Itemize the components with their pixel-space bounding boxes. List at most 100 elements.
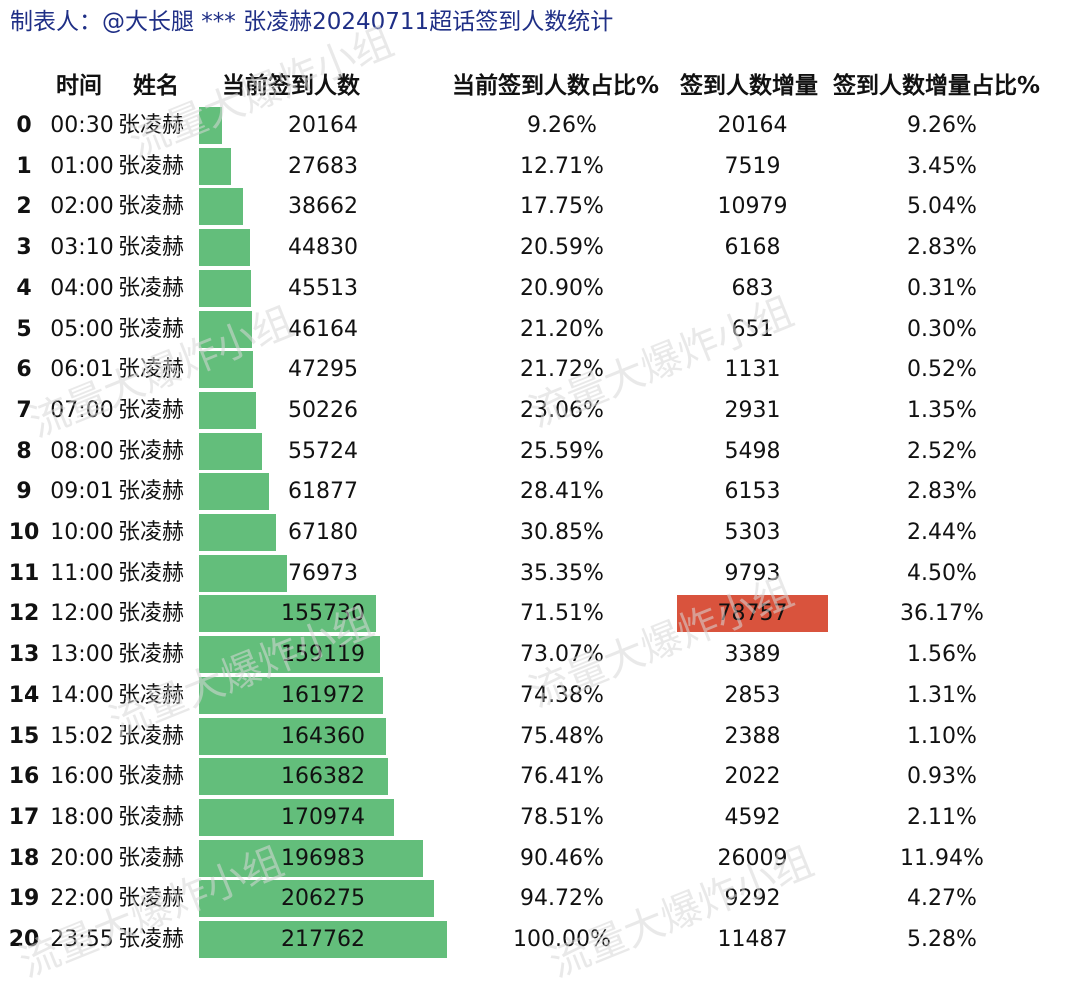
row-increment: 7519 (724, 153, 781, 179)
table-row: 18 20:00 张凌赫 196983 90.46% 26009 11.94% (0, 839, 1080, 879)
row-time: 16:00 (50, 764, 114, 790)
row-time: 15:02 (50, 723, 114, 749)
row-increment: 10979 (717, 194, 788, 220)
row-increment-pct: 0.93% (907, 764, 977, 790)
data-bar (199, 921, 447, 958)
row-index: 18 (8, 845, 40, 871)
row-increment-pct: 36.17% (900, 601, 984, 627)
row-time: 00:30 (50, 113, 114, 138)
table-row: 15 15:02 张凌赫 164360 75.48% 2388 1.10% (0, 717, 1080, 757)
row-index: 14 (8, 682, 40, 708)
row-current-pct: 21.72% (520, 357, 604, 383)
table-row: 13 13:00 张凌赫 159119 73.07% 3389 1.56% (0, 635, 1080, 675)
row-increment: 683 (731, 275, 774, 301)
table-row: 5 05:00 张凌赫 46164 21.20% 651 0.30% (0, 310, 1080, 350)
row-index: 15 (8, 723, 40, 749)
row-current-count: 50226 (288, 397, 358, 423)
row-increment: 78757 (717, 601, 788, 627)
row-current-count: 55724 (288, 438, 358, 464)
table-row: 8 08:00 张凌赫 55724 25.59% 5498 2.52% (0, 432, 1080, 472)
row-name: 张凌赫 (118, 764, 185, 790)
row-name: 张凌赫 (118, 397, 185, 423)
row-current-pct: 17.75% (520, 194, 604, 220)
row-current-pct: 21.20% (520, 316, 604, 342)
table-row: 2 02:00 张凌赫 38662 17.75% 10979 5.04% (0, 187, 1080, 227)
row-index: 7 (16, 397, 32, 423)
row-time: 14:00 (50, 682, 114, 708)
data-bar (199, 798, 394, 836)
row-increment: 1131 (724, 357, 781, 383)
row-index: 19 (8, 886, 40, 912)
row-index: 1 (16, 153, 32, 179)
row-increment: 6168 (724, 235, 781, 261)
table-row: 7 07:00 张凌赫 50226 23.06% 2931 1.35% (0, 391, 1080, 431)
data-bar (199, 880, 434, 918)
row-name: 张凌赫 (118, 113, 185, 138)
row-name: 张凌赫 (118, 275, 185, 301)
increment-highlight (677, 595, 828, 633)
page-title: 制表人：@大长腿 *** 张凌赫20240711超话签到人数统计 (10, 9, 614, 35)
table-row: 14 14:00 张凌赫 161972 74.38% 2853 1.31% (0, 676, 1080, 716)
row-increment-pct: 0.52% (907, 357, 977, 383)
row-current-count: 164360 (281, 723, 365, 749)
row-increment-pct: 0.31% (907, 275, 977, 301)
row-index: 6 (16, 357, 32, 383)
row-current-count: 47295 (288, 357, 358, 383)
row-increment: 11487 (717, 927, 788, 952)
row-name: 张凌赫 (118, 235, 185, 261)
table-row: 19 22:00 张凌赫 206275 94.72% 9292 4.27% (0, 879, 1080, 919)
row-increment-pct: 0.30% (907, 316, 977, 342)
data-bar (199, 229, 251, 267)
header-current-count: 当前签到人数 (222, 73, 360, 99)
row-increment: 651 (731, 316, 774, 342)
row-current-count: 20164 (288, 113, 358, 138)
row-increment: 5498 (724, 438, 781, 464)
row-current-count: 44830 (288, 235, 358, 261)
row-current-count: 45513 (288, 275, 358, 301)
row-current-count: 166382 (281, 764, 365, 790)
row-increment-pct: 5.04% (907, 194, 977, 220)
row-index: 20 (8, 927, 40, 952)
row-increment-pct: 2.11% (907, 804, 977, 830)
row-current-count: 170974 (281, 804, 365, 830)
row-name: 张凌赫 (118, 560, 185, 586)
data-bar (199, 554, 287, 592)
row-increment: 20164 (717, 113, 788, 138)
row-increment: 9292 (724, 886, 781, 912)
row-name: 张凌赫 (118, 642, 185, 668)
data-bar (199, 676, 384, 714)
header-name: 姓名 (133, 73, 179, 99)
table-row: 9 09:01 张凌赫 61877 28.41% 6153 2.83% (0, 472, 1080, 512)
row-increment-pct: 9.26% (907, 113, 977, 138)
row-index: 5 (16, 316, 32, 342)
row-time: 01:00 (50, 153, 114, 179)
table-row: 10 10:00 张凌赫 67180 30.85% 5303 2.44% (0, 513, 1080, 553)
row-current-count: 38662 (288, 194, 358, 220)
row-name: 张凌赫 (118, 438, 185, 464)
row-increment-pct: 3.45% (907, 153, 977, 179)
row-name: 张凌赫 (118, 804, 185, 830)
header-increment: 签到人数增量 (680, 73, 818, 99)
row-current-count: 217762 (281, 927, 365, 952)
row-increment: 6153 (724, 479, 781, 505)
row-current-pct: 71.51% (520, 601, 604, 627)
row-current-pct: 74.38% (520, 682, 604, 708)
row-name: 张凌赫 (118, 316, 185, 342)
row-current-pct: 73.07% (520, 642, 604, 668)
row-increment: 2022 (724, 764, 781, 790)
row-increment-pct: 1.31% (907, 682, 977, 708)
row-current-pct: 23.06% (520, 397, 604, 423)
data-bar (199, 514, 276, 551)
row-time: 02:00 (50, 194, 114, 220)
row-current-pct: 25.59% (520, 438, 604, 464)
row-current-pct: 20.90% (520, 275, 604, 301)
row-current-pct: 20.59% (520, 235, 604, 261)
data-bar (199, 351, 253, 389)
row-name: 张凌赫 (118, 886, 185, 912)
data-bar (199, 839, 424, 877)
row-name: 张凌赫 (118, 153, 185, 179)
row-increment: 5303 (724, 520, 781, 545)
row-current-pct: 100.00% (513, 927, 611, 952)
row-increment-pct: 1.56% (907, 642, 977, 668)
data-bar (199, 269, 251, 307)
